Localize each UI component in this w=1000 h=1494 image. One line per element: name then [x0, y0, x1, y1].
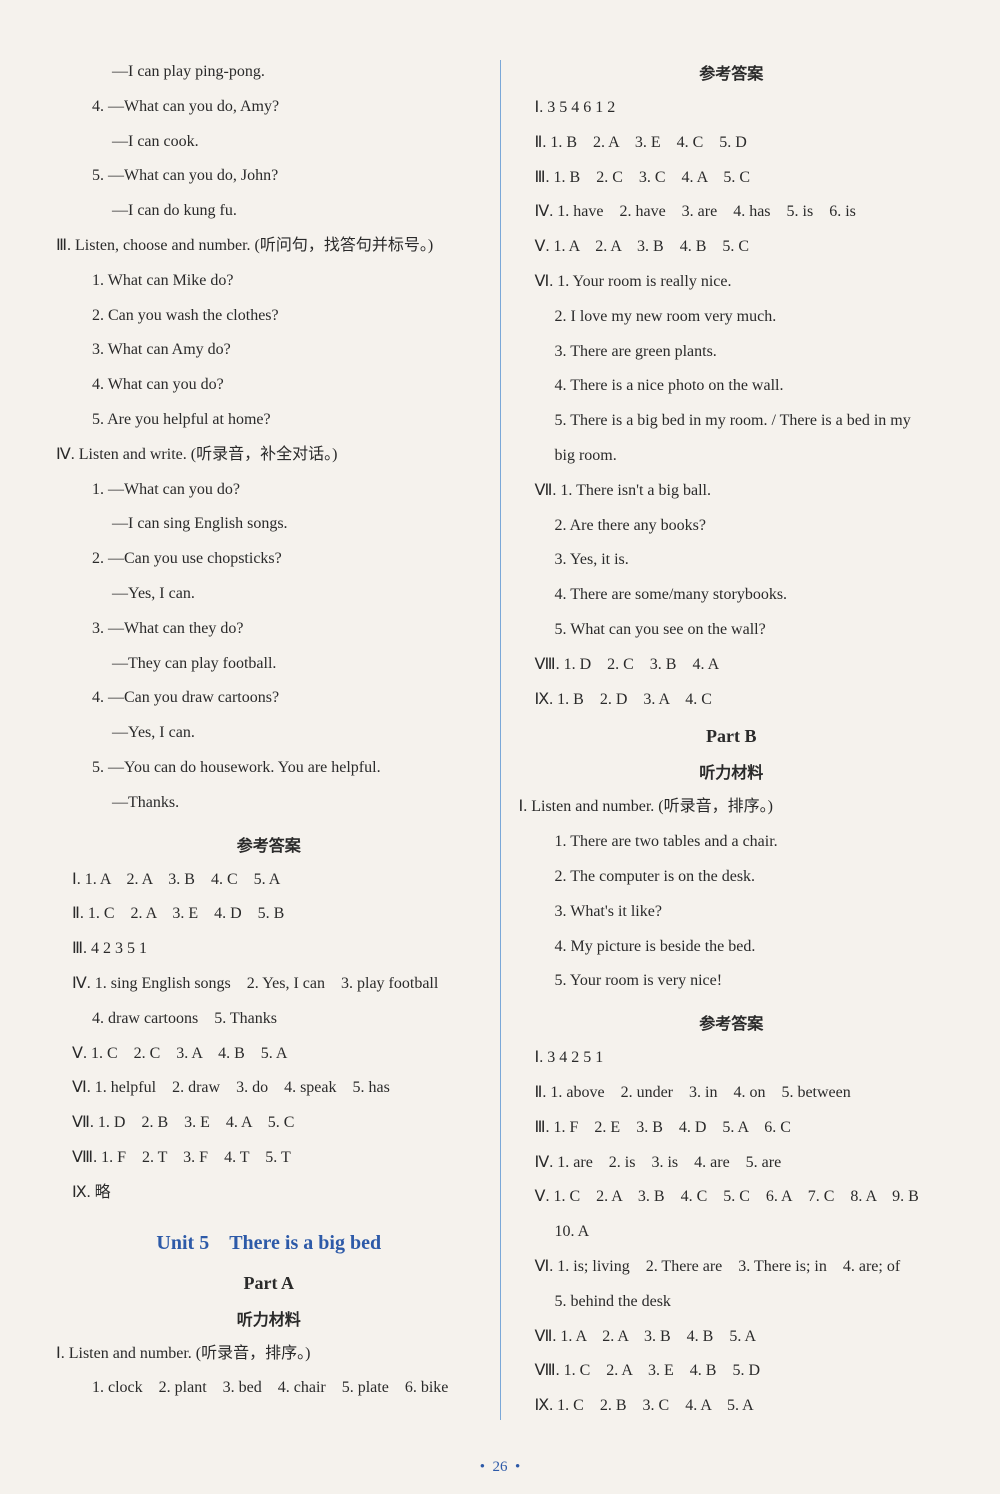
answer-row: Ⅲ. 4 2 3 5 1	[56, 937, 482, 962]
list-item: 3. What's it like?	[519, 900, 945, 925]
left-column: —I can play ping-pong. 4. —What can you …	[48, 60, 500, 1420]
list-item: 4. —Can you draw cartoons?	[56, 686, 482, 711]
answer-row: Ⅵ. 1. Your room is really nice.	[519, 270, 945, 295]
answer-row: Ⅲ. 1. B 2. C 3. C 4. A 5. C	[519, 166, 945, 191]
answer-row: Ⅰ. 3 4 2 5 1	[519, 1046, 945, 1071]
dot-icon: •	[480, 1459, 485, 1475]
two-column-layout: —I can play ping-pong. 4. —What can you …	[48, 60, 952, 1420]
answer-key-heading: 参考答案	[519, 60, 945, 84]
answer-row: Ⅳ. 1. are 2. is 3. is 4. are 5. are	[519, 1151, 945, 1176]
answer-row: Ⅲ. 1. F 2. E 3. B 4. D 5. A 6. C	[519, 1116, 945, 1141]
answer-row: 5. behind the desk	[519, 1290, 945, 1315]
answer-row: Ⅴ. 1. A 2. A 3. B 4. B 5. C	[519, 235, 945, 260]
answer-row: 5. What can you see on the wall?	[519, 618, 945, 643]
list-item: 5. —You can do housework. You are helpfu…	[56, 756, 482, 781]
answer-row: Ⅶ. 1. There isn't a big ball.	[519, 479, 945, 504]
answer-row: Ⅷ. 1. F 2. T 3. F 4. T 5. T	[56, 1146, 482, 1171]
list-item: —They can play football.	[56, 652, 482, 677]
listening-material-heading: 听力材料	[56, 1306, 482, 1330]
answer-row: Ⅰ. 1. A 2. A 3. B 4. C 5. A	[56, 868, 482, 893]
answer-row: Ⅳ. 1. sing English songs 2. Yes, I can 3…	[56, 972, 482, 997]
answer-row: Ⅸ. 略	[56, 1181, 482, 1206]
answer-row: Ⅱ. 1. B 2. A 3. E 4. C 5. D	[519, 131, 945, 156]
answer-row: 3. There are green plants.	[519, 340, 945, 365]
list-item: 5. Your room is very nice!	[519, 969, 945, 994]
list-item: 2. —Can you use chopsticks?	[56, 547, 482, 572]
answer-row: Ⅱ. 1. above 2. under 3. in 4. on 5. betw…	[519, 1081, 945, 1106]
answer-row: Ⅰ. 3 5 4 6 1 2	[519, 96, 945, 121]
dot-icon: •	[515, 1459, 520, 1475]
dialog-line: —I can cook.	[56, 130, 482, 155]
list-item: 3. What can Amy do?	[56, 338, 482, 363]
list-item: 1. What can Mike do?	[56, 269, 482, 294]
list-item: —I can sing English songs.	[56, 512, 482, 537]
answer-row: Ⅴ. 1. C 2. C 3. A 4. B 5. A	[56, 1042, 482, 1067]
list-item: 1. —What can you do?	[56, 478, 482, 503]
answer-row: Ⅸ. 1. B 2. D 3. A 4. C	[519, 688, 945, 713]
answer-row: 2. I love my new room very much.	[519, 305, 945, 330]
answer-key-heading: 参考答案	[56, 832, 482, 856]
list-item: 2. The computer is on the desk.	[519, 865, 945, 890]
answer-row: Ⅶ. 1. A 2. A 3. B 4. B 5. A	[519, 1325, 945, 1350]
answer-row: 5. There is a big bed in my room. / Ther…	[519, 409, 945, 434]
answer-row: Ⅵ. 1. is; living 2. There are 3. There i…	[519, 1255, 945, 1280]
list-item: 1. clock 2. plant 3. bed 4. chair 5. pla…	[56, 1376, 482, 1401]
answer-row: Ⅴ. 1. C 2. A 3. B 4. C 5. C 6. A 7. C 8.…	[519, 1185, 945, 1210]
list-item: —Thanks.	[56, 791, 482, 816]
list-item: 2. Can you wash the clothes?	[56, 304, 482, 329]
answer-row: 4. draw cartoons 5. Thanks	[56, 1007, 482, 1032]
dialog-line: 4. —What can you do, Amy?	[56, 95, 482, 120]
listening-material-heading: 听力材料	[519, 759, 945, 783]
dialog-line: 5. —What can you do, John?	[56, 164, 482, 189]
answer-key-heading: 参考答案	[519, 1010, 945, 1034]
answer-row: Ⅷ. 1. C 2. A 3. E 4. B 5. D	[519, 1359, 945, 1384]
dialog-line: —I can play ping-pong.	[56, 60, 482, 85]
right-column: 参考答案 Ⅰ. 3 5 4 6 1 2 Ⅱ. 1. B 2. A 3. E 4.…	[500, 60, 953, 1420]
list-item: 3. —What can they do?	[56, 617, 482, 642]
answer-row: 3. Yes, it is.	[519, 548, 945, 573]
list-item: 5. Are you helpful at home?	[56, 408, 482, 433]
list-item: 4. My picture is beside the bed.	[519, 935, 945, 960]
answer-row: big room.	[519, 444, 945, 469]
answer-row: Ⅸ. 1. C 2. B 3. C 4. A 5. A	[519, 1394, 945, 1419]
unit-title: Unit 5 There is a big bed	[56, 1226, 482, 1255]
answer-row: 4. There are some/many storybooks.	[519, 583, 945, 608]
section-1-title: Ⅰ. Listen and number. (听录音，排序。)	[56, 1342, 482, 1367]
part-b-title: Part B	[519, 726, 945, 747]
page-number-value: 26	[493, 1459, 508, 1475]
part-a-title: Part A	[56, 1273, 482, 1294]
section-1-title: Ⅰ. Listen and number. (听录音，排序。)	[519, 795, 945, 820]
answer-row: Ⅵ. 1. helpful 2. draw 3. do 4. speak 5. …	[56, 1076, 482, 1101]
answer-row: 4. There is a nice photo on the wall.	[519, 374, 945, 399]
section-4-title: Ⅳ. Listen and write. (听录音，补全对话。)	[56, 443, 482, 468]
answer-row: 2. Are there any books?	[519, 514, 945, 539]
page-number: • 26 •	[0, 1459, 1000, 1476]
answer-row: Ⅶ. 1. D 2. B 3. E 4. A 5. C	[56, 1111, 482, 1136]
answer-row: Ⅳ. 1. have 2. have 3. are 4. has 5. is 6…	[519, 200, 945, 225]
answer-row: 10. A	[519, 1220, 945, 1245]
answer-row: Ⅷ. 1. D 2. C 3. B 4. A	[519, 653, 945, 678]
section-3-title: Ⅲ. Listen, choose and number. (听问句，找答句并标…	[56, 234, 482, 259]
dialog-line: —I can do kung fu.	[56, 199, 482, 224]
list-item: —Yes, I can.	[56, 721, 482, 746]
answer-row: Ⅱ. 1. C 2. A 3. E 4. D 5. B	[56, 902, 482, 927]
list-item: —Yes, I can.	[56, 582, 482, 607]
list-item: 4. What can you do?	[56, 373, 482, 398]
list-item: 1. There are two tables and a chair.	[519, 830, 945, 855]
